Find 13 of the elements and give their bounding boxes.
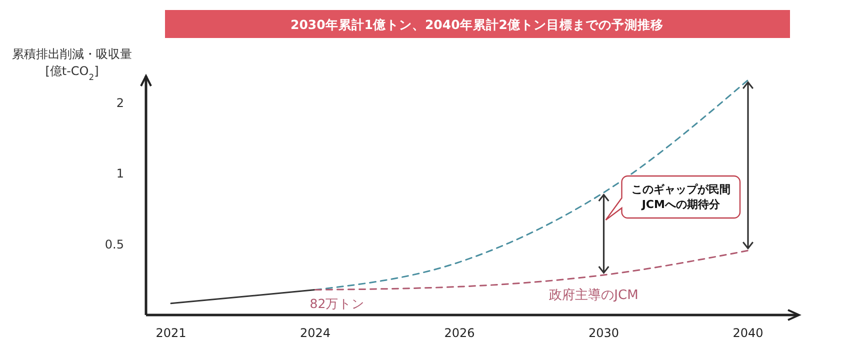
x-tick-label: 2040 [732, 326, 764, 340]
x-tick-label: 2021 [156, 326, 186, 340]
y-tick-label: 2 [116, 96, 124, 110]
series-label: 政府主導のJCM [549, 286, 638, 303]
x-tick-label: 2030 [588, 326, 620, 340]
y-axis-title: 累積排出削減・吸収量 [億t-CO$_{2}$] [12, 47, 132, 82]
y-tick-label: 1 [116, 166, 124, 181]
annotation: 82万トン [310, 296, 365, 311]
chart-title: 2030年累計1億トン、2040年累計2億トン目標までの予測推移 [290, 17, 664, 32]
x-tick-label: 2026 [444, 326, 475, 340]
annotation: このギャップが民間JCMへの期待分 [631, 183, 730, 211]
y-tick-label: 0.5 [104, 237, 124, 252]
x-tick-label: 2024 [300, 326, 331, 340]
